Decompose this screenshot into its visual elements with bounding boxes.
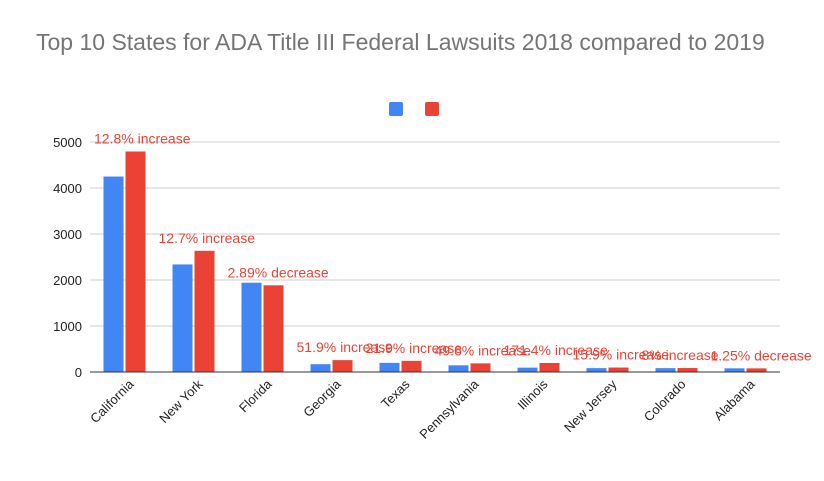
bar bbox=[586, 368, 607, 372]
data-annotation: 12.7% increase bbox=[159, 230, 256, 246]
x-tick-label: Alabama bbox=[711, 376, 758, 423]
x-tick-label: Pennsylvania bbox=[416, 376, 482, 442]
bar bbox=[401, 360, 422, 372]
bar bbox=[517, 367, 538, 372]
x-tick-label: Texas bbox=[378, 376, 413, 411]
data-annotation: 51.9% increase bbox=[297, 339, 394, 355]
x-tick-label: New Jersey bbox=[561, 376, 620, 435]
bar bbox=[194, 250, 215, 372]
x-tick-label: Georgia bbox=[300, 376, 344, 420]
bar bbox=[448, 365, 469, 372]
bar bbox=[746, 368, 767, 372]
data-annotation: 2.89% decrease bbox=[228, 264, 329, 280]
data-annotation: 1.25% decrease bbox=[711, 347, 812, 363]
bar bbox=[724, 368, 745, 372]
x-tick-label: Florida bbox=[236, 376, 275, 415]
x-tick-label: Illinois bbox=[514, 376, 551, 413]
legend-swatch bbox=[389, 102, 403, 116]
bars bbox=[103, 151, 767, 372]
bar bbox=[332, 360, 353, 372]
y-tick-label: 4000 bbox=[53, 181, 82, 196]
y-tick-label: 1000 bbox=[53, 319, 82, 334]
bar bbox=[310, 364, 331, 372]
x-tick-label: New York bbox=[156, 376, 206, 426]
bar bbox=[103, 176, 124, 372]
data-annotation: 21.9% increase bbox=[366, 340, 463, 356]
bar bbox=[241, 282, 262, 372]
annotations: 12.8% increase 12.7% increase 2.89% decrea… bbox=[94, 130, 812, 363]
y-tick-label: 2000 bbox=[53, 273, 82, 288]
legend-swatch bbox=[425, 102, 439, 116]
y-tick-label: 5000 bbox=[53, 135, 82, 150]
data-annotation: 15.9% increase bbox=[573, 347, 670, 363]
bar bbox=[539, 362, 560, 372]
bar bbox=[379, 362, 400, 372]
chart-title: Top 10 States for ADA Title III Federal … bbox=[36, 29, 765, 55]
bar bbox=[677, 368, 698, 372]
data-annotation: 12.8% increase bbox=[94, 130, 191, 146]
x-tick-label: Colorado bbox=[641, 377, 689, 425]
y-tick-label: 0 bbox=[75, 365, 82, 380]
x-tick-label: California bbox=[87, 376, 137, 426]
bar bbox=[172, 264, 193, 372]
bar bbox=[125, 151, 146, 372]
data-annotation: 49.6% increase bbox=[435, 342, 532, 358]
bar bbox=[655, 368, 676, 372]
data-annotation: 171.4% increase bbox=[504, 342, 609, 358]
bar bbox=[470, 363, 491, 372]
bar bbox=[263, 285, 284, 372]
y-tick-label: 3000 bbox=[53, 227, 82, 242]
legend bbox=[389, 102, 439, 116]
y-axis-ticks: 0 1000 2000 3000 4000 5000 bbox=[53, 135, 82, 380]
x-axis-labels: California New York Florida Georgia Texas Pen… bbox=[87, 376, 758, 442]
data-annotation: 8% increase bbox=[642, 347, 719, 363]
bar bbox=[608, 367, 629, 372]
